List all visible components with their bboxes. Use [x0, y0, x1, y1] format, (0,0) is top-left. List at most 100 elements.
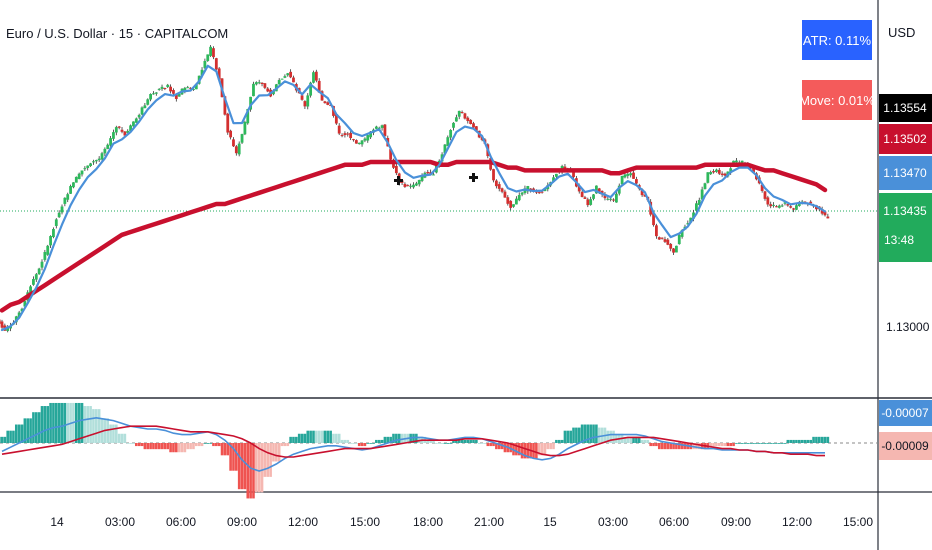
macd-bar	[172, 443, 175, 453]
candle	[449, 129, 453, 141]
macd-bar	[186, 443, 190, 450]
candle	[63, 197, 67, 207]
macd-bar	[312, 430, 315, 443]
macd-bar	[595, 424, 598, 443]
macd-bar	[135, 443, 138, 447]
macd-bar	[37, 412, 41, 443]
macd-bar	[695, 443, 698, 450]
candle	[137, 113, 141, 120]
candle	[134, 117, 138, 123]
price-tag-green-text: 1.13435	[883, 204, 927, 218]
macd-bar	[435, 443, 438, 444]
candle	[286, 72, 290, 77]
macd-bar	[349, 443, 352, 444]
macd-bar	[257, 443, 261, 493]
candle	[106, 143, 110, 150]
macd-bar	[546, 443, 550, 450]
macd-bar	[74, 402, 78, 443]
move-box	[802, 80, 872, 120]
candle	[712, 169, 715, 174]
candle	[146, 98, 150, 106]
macd-bar	[537, 443, 541, 456]
candle	[40, 259, 44, 271]
macd-bar	[769, 443, 773, 444]
candle	[617, 183, 621, 196]
candle	[520, 191, 524, 197]
macd-bar	[720, 443, 724, 447]
macd-bar	[675, 443, 678, 450]
macd-bar	[249, 443, 252, 499]
macd-bar	[455, 439, 458, 443]
macd-tag-blue-text: -0.00007	[881, 406, 929, 420]
macd-bar	[715, 443, 718, 447]
candle	[740, 160, 744, 163]
candle	[695, 200, 698, 213]
macd-bar	[143, 443, 147, 450]
candle	[306, 93, 310, 110]
macd-bar	[509, 443, 512, 453]
candle	[140, 106, 144, 116]
candle	[77, 172, 81, 180]
macd-bar	[826, 436, 830, 443]
price-tag-green	[879, 193, 932, 262]
candle	[172, 88, 175, 95]
candle	[343, 131, 347, 138]
macd-bar	[735, 443, 738, 444]
candle	[766, 195, 770, 207]
candle	[243, 120, 247, 136]
macd-bar	[377, 439, 381, 443]
candle	[686, 220, 690, 225]
macd-bar	[646, 439, 650, 443]
candle	[777, 204, 781, 209]
time-axis-label: 09:00	[227, 515, 257, 529]
time-axis-label: 03:00	[105, 515, 135, 529]
candle	[100, 151, 104, 162]
macd-bar	[580, 424, 584, 443]
macd-bar	[609, 430, 612, 443]
macd-signal-line	[1, 425, 825, 458]
macd-bar	[635, 436, 638, 443]
candle	[157, 88, 161, 91]
candle	[360, 140, 364, 147]
macd-bar	[452, 439, 455, 443]
macd-bar	[292, 436, 295, 443]
candle	[0, 319, 4, 329]
candle	[666, 237, 670, 246]
macd-bar	[535, 443, 538, 459]
candle	[592, 194, 595, 201]
macd-bar	[80, 402, 84, 443]
candle	[66, 192, 70, 203]
macd-bar	[623, 436, 627, 443]
macd-bar	[160, 443, 164, 450]
candle	[49, 235, 52, 249]
candle	[654, 223, 658, 239]
time-axis-label: 14	[50, 515, 64, 529]
candle	[277, 78, 281, 85]
candle	[206, 54, 210, 62]
macd-bar	[0, 436, 4, 443]
macd-bar	[192, 443, 195, 450]
currency-label[interactable]: USD	[888, 25, 915, 40]
ema-fast-line	[0, 64, 827, 332]
candle	[163, 87, 167, 91]
macd-bar	[255, 443, 258, 493]
candle	[394, 163, 398, 176]
price-axis-tick: 1.13000	[886, 320, 930, 334]
macd-bar	[289, 436, 292, 443]
candle	[409, 183, 413, 189]
macd-bar	[272, 443, 275, 462]
candle	[775, 205, 778, 208]
macd-bar	[43, 406, 47, 443]
macd-bar	[786, 439, 790, 443]
candle	[460, 110, 464, 114]
macd-bar	[789, 439, 793, 443]
candle	[469, 119, 473, 125]
candle	[0, 319, 1, 324]
macd-bar	[389, 436, 392, 443]
macd-bar	[449, 443, 452, 444]
time-axis-label: 09:00	[721, 515, 751, 529]
macd-bar	[523, 443, 527, 459]
candle	[34, 272, 38, 282]
candle	[769, 201, 773, 209]
